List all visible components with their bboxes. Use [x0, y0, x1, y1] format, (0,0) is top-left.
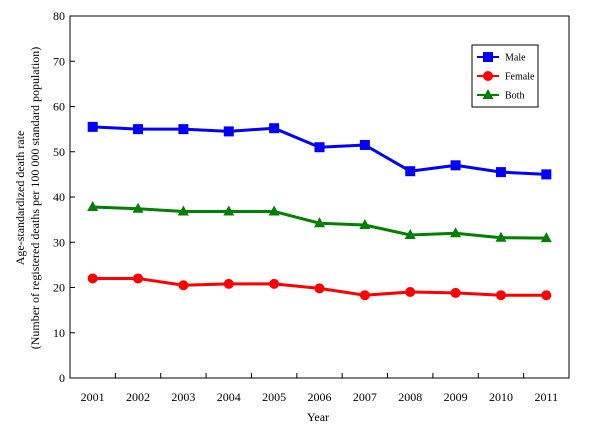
- data-point-female: [269, 278, 280, 289]
- data-point-male: [450, 160, 461, 171]
- y-tick-label: 0: [59, 371, 65, 385]
- legend-item-both: Both: [477, 89, 524, 102]
- legend-marker-both: [482, 89, 494, 99]
- x-tick-label: 2007: [353, 390, 377, 404]
- data-point-female: [314, 283, 325, 294]
- data-point-male: [314, 142, 325, 153]
- data-point-both: [540, 232, 552, 243]
- data-point-female: [495, 290, 506, 301]
- x-tick-label: 2011: [535, 390, 559, 404]
- x-tick-label: 2002: [126, 390, 150, 404]
- x-tick-label: 2004: [217, 390, 241, 404]
- y-tick-label: 30: [53, 235, 65, 249]
- x-tick-label: 2005: [262, 390, 286, 404]
- y-axis-label-line-2: (Number of registered deaths per 100 000…: [28, 47, 42, 350]
- chart-axes: 0 10 20 30 40 50 60 70 80 2001 2002 2003 2004 2005 200…: [53, 9, 570, 404]
- data-point-both: [404, 229, 416, 240]
- y-axis-label-line-1: Age-standardized death rate: [13, 131, 27, 266]
- series-female: [87, 273, 552, 301]
- y-tick-label: 20: [53, 281, 65, 295]
- legend-marker-female: [483, 71, 493, 81]
- data-point-male: [495, 167, 506, 178]
- x-tick-label: 2006: [308, 390, 332, 404]
- data-point-both: [223, 205, 235, 216]
- data-point-female: [450, 287, 461, 298]
- data-point-male: [178, 124, 189, 135]
- x-tick-label: 2009: [444, 390, 468, 404]
- legend-label-both: Both: [505, 91, 524, 102]
- y-tick-label: 80: [53, 9, 65, 23]
- data-point-both: [495, 231, 507, 242]
- data-point-both: [268, 205, 280, 216]
- series-male: [87, 121, 552, 180]
- data-point-both: [450, 227, 462, 238]
- data-point-male: [87, 121, 98, 132]
- data-point-female: [359, 290, 370, 301]
- y-tick-label: 10: [53, 326, 65, 340]
- legend-label-female: Female: [505, 72, 535, 83]
- x-tick-label: 2010: [489, 390, 513, 404]
- legend-item-male: Male: [477, 52, 526, 64]
- data-point-both: [87, 200, 99, 211]
- y-tick-label: 40: [53, 190, 65, 204]
- legend-label-male: Male: [505, 53, 526, 64]
- data-point-male: [223, 126, 234, 137]
- data-point-male: [405, 166, 416, 177]
- legend-marker-male: [483, 52, 493, 62]
- data-point-both: [132, 202, 144, 213]
- data-point-male: [541, 169, 552, 180]
- x-tick-label: 2003: [171, 390, 195, 404]
- legend-item-female: Female: [477, 71, 535, 83]
- data-point-female: [87, 273, 98, 284]
- x-tick-label: 2008: [398, 390, 422, 404]
- data-point-female: [133, 273, 144, 284]
- data-point-both: [177, 205, 189, 216]
- plot-area: [87, 121, 552, 301]
- series-both: [87, 200, 552, 243]
- data-point-male: [359, 139, 370, 150]
- data-point-female: [223, 278, 234, 289]
- x-tick-label: 2001: [81, 390, 105, 404]
- data-point-male: [133, 124, 144, 135]
- x-axis-label: Year: [307, 410, 329, 424]
- legend: Male Female Both: [471, 44, 539, 108]
- data-point-female: [541, 290, 552, 301]
- data-point-female: [405, 287, 416, 298]
- data-point-female: [178, 280, 189, 291]
- data-point-both: [314, 217, 325, 228]
- data-point-male: [269, 123, 280, 134]
- data-point-both: [359, 219, 371, 230]
- y-tick-label: 70: [53, 54, 65, 68]
- y-tick-label: 60: [53, 100, 65, 114]
- y-tick-label: 50: [53, 145, 65, 159]
